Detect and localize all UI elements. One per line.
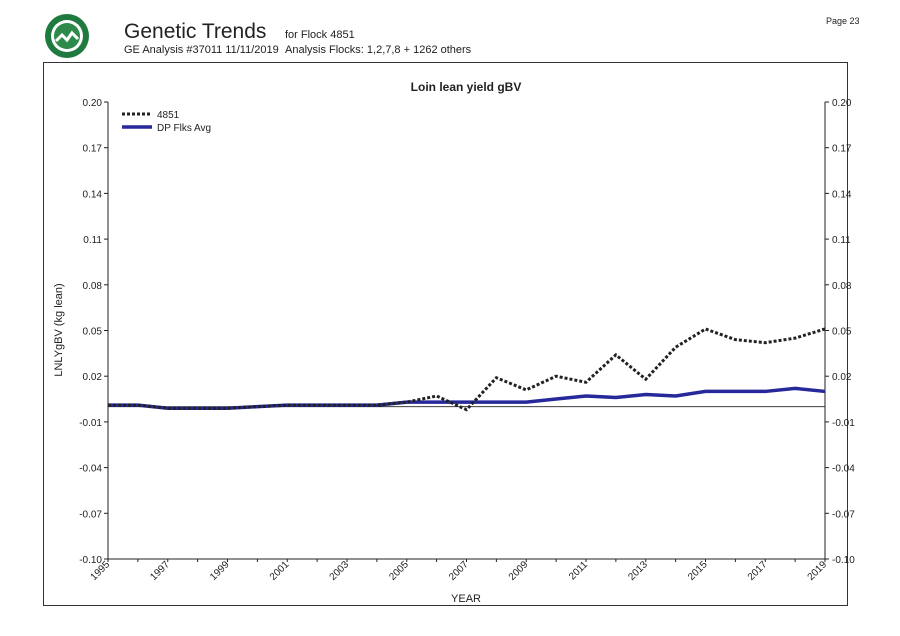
x-tick-label: 2007: [447, 559, 471, 583]
legend-label-dp-flks-avg: DP Flks Avg: [157, 123, 211, 134]
x-tick-label: 2009: [507, 559, 531, 583]
y-tick-label-left: 0.20: [83, 98, 103, 109]
x-tick-label: 1997: [148, 559, 172, 583]
y-tick-label-right: 0.14: [832, 189, 852, 200]
x-tick-label: 1999: [208, 559, 232, 583]
report-title: Genetic Trends: [124, 20, 267, 43]
y-tick-label-right: 0.05: [832, 327, 852, 338]
y-tick-label-left: 0.02: [83, 372, 103, 383]
y-tick-label-left: 0.17: [83, 144, 103, 155]
x-axis-label: YEAR: [451, 593, 481, 605]
chart-title: Loin lean yield gBV: [411, 80, 522, 94]
y-tick-label-right: -0.04: [832, 464, 855, 475]
y-tick-label-left: -0.07: [79, 509, 102, 520]
x-tick-label: 2019: [806, 559, 830, 583]
y-tick-label-left: -0.04: [79, 464, 102, 475]
legend-label-4851: 4851: [157, 110, 180, 121]
x-tick-label: 2003: [328, 559, 352, 583]
y-tick-label-left: -0.10: [79, 555, 102, 566]
y-tick-label-right: -0.10: [832, 555, 855, 566]
x-tick-label: 2001: [268, 559, 292, 583]
y-tick-label-left: 0.05: [83, 327, 103, 338]
series-line-dp-flks-avg: [108, 386, 826, 410]
y-tick-label-left: 0.11: [83, 235, 102, 246]
analysis-id: GE Analysis #37011 11/11/2019: [124, 44, 279, 56]
y-axis-label: LNLYgBV (kg lean): [53, 283, 65, 376]
y-tick-label-right: 0.20: [832, 98, 852, 109]
y-tick-label-right: 0.17: [832, 144, 852, 155]
x-tick-label: 2015: [686, 559, 710, 583]
page-number: Page 23: [826, 16, 860, 26]
x-tick-label: 2017: [746, 559, 770, 583]
y-tick-label-right: 0.02: [832, 372, 852, 383]
y-tick-label-left: 0.14: [83, 189, 103, 200]
x-tick-label: 2013: [626, 559, 650, 583]
sheep-improvement-seal-logo: [45, 14, 89, 58]
y-tick-label-right: 0.11: [832, 235, 851, 246]
chart-frame: [43, 62, 848, 606]
y-tick-label-left: 0.08: [83, 281, 103, 292]
analysis-flocks: Analysis Flocks: 1,2,7,8 + 1262 others: [285, 44, 472, 56]
series-line-4851: [108, 327, 826, 412]
flock-label: for Flock 4851: [285, 29, 355, 41]
y-tick-label-right: -0.01: [832, 418, 855, 429]
x-tick-label: 2005: [387, 559, 411, 583]
legend: 4851 DP Flks Avg: [122, 110, 211, 134]
y-tick-label-right: 0.08: [832, 281, 852, 292]
y-tick-label-left: -0.01: [79, 418, 102, 429]
x-tick-label: 2011: [567, 559, 590, 582]
y-tick-label-right: -0.07: [832, 509, 855, 520]
